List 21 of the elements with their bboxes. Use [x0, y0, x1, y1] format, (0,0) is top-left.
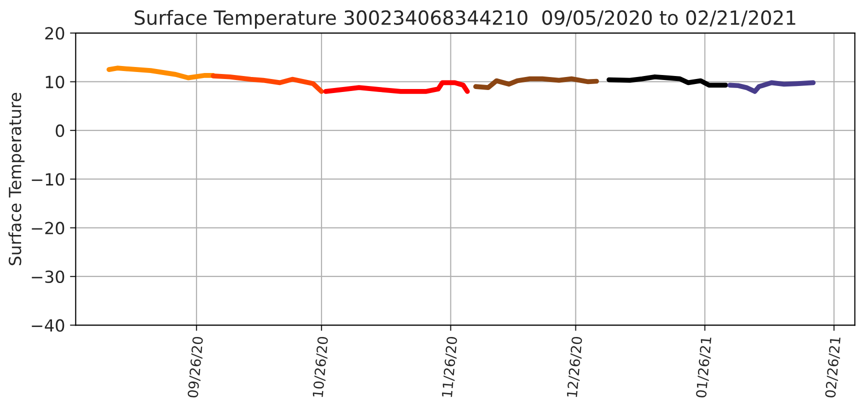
- y-tick-label: −10: [32, 173, 64, 186]
- line-series: [106, 66, 216, 80]
- y-tick-label: −40: [32, 319, 64, 332]
- line-series: [473, 76, 599, 90]
- y-tick-label: −20: [32, 222, 64, 234]
- x-tick-label: 02/26/21: [824, 336, 842, 398]
- chart-title: Surface Temperature 300234068344210 09/05/2020 to 02/21/2021: [134, 10, 796, 29]
- y-tick-label: −30: [32, 270, 64, 284]
- y-tick-label: 10: [46, 76, 64, 88]
- line-series: [210, 73, 324, 94]
- y-tick-label: 0: [56, 124, 64, 137]
- x-tick-label: 11/26/20: [442, 336, 458, 398]
- x-tick-label: 12/26/20: [566, 336, 584, 398]
- x-tick-label: 01/26/21: [696, 336, 713, 398]
- x-tick-label: 10/26/20: [312, 336, 330, 398]
- y-axis-title: Surface Temperature: [8, 92, 25, 266]
- line-series: [606, 74, 728, 88]
- line-series: [323, 80, 470, 94]
- line-series: [727, 80, 816, 94]
- y-tick-label: 20: [45, 27, 64, 40]
- x-tick-label: 09/26/20: [187, 336, 204, 398]
